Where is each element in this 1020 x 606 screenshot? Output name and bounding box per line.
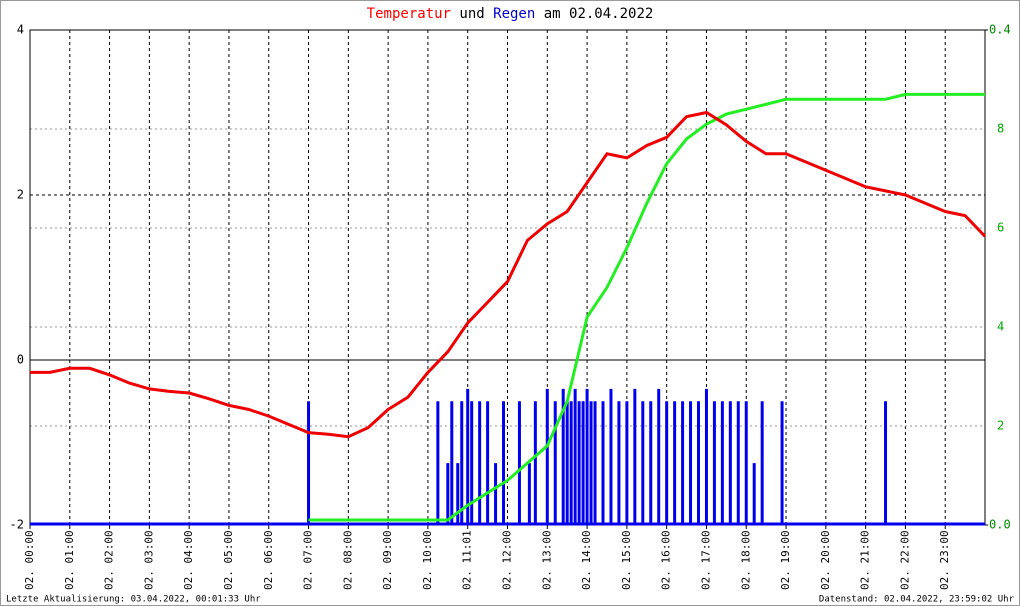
rain-bar	[561, 388, 565, 525]
x-tick-label: 02. 08:00	[341, 530, 354, 590]
rain-bar	[744, 401, 748, 525]
series-line	[30, 110, 987, 439]
rain-bar	[752, 463, 756, 525]
rain-bar	[760, 401, 764, 525]
x-tick-label: 02. 04:00	[182, 530, 195, 590]
rain-bar	[728, 401, 732, 525]
rain-bar	[577, 401, 581, 525]
rain-bar	[585, 388, 589, 525]
x-tick-label: 02. 19:00	[779, 530, 792, 590]
rain-bar	[633, 388, 637, 525]
rain-bar	[593, 401, 597, 525]
y-tick-label: 0	[17, 353, 24, 367]
x-tick-label: 02. 11:01	[461, 530, 474, 590]
rain-bar	[657, 388, 661, 525]
rain-bar	[478, 401, 482, 525]
x-tick-label: 02. 12:00	[501, 530, 514, 590]
rain-bar	[665, 401, 669, 525]
series-line	[308, 92, 985, 522]
x-tick-label: 02. 09:00	[381, 530, 394, 590]
y3-tick-label: 8	[997, 122, 1004, 136]
rain-bar	[436, 401, 440, 525]
footer-left: Letzte Aktualisierung: 03.04.2022, 00:01…	[6, 595, 261, 605]
x-tick-label: 02. 22:00	[898, 530, 911, 590]
title-part: und	[459, 6, 484, 22]
rain-bar	[581, 401, 585, 525]
rain-bar	[486, 401, 490, 525]
rain-bar	[517, 401, 521, 525]
y3-tick-label: 2	[997, 419, 1004, 433]
y-tick-label: -2	[10, 518, 24, 532]
rain-bar	[697, 401, 700, 525]
rain-bar	[460, 401, 464, 525]
rain-bar	[712, 401, 716, 525]
rain-bar	[617, 401, 621, 525]
y-tick-label: 2	[17, 188, 24, 202]
y3-tick-label: 4	[997, 320, 1004, 334]
rain-bar	[569, 401, 573, 525]
rain-bar	[450, 401, 454, 525]
rain-bar	[533, 401, 537, 525]
rain-bar	[641, 401, 645, 525]
title-part: Regen	[493, 6, 535, 22]
rain-bar	[502, 401, 506, 525]
x-tick-label: 02. 07:00	[302, 530, 315, 590]
x-tick-label: 02. 13:00	[540, 530, 553, 590]
rain-bar	[545, 388, 549, 525]
title-part: Temperatur	[367, 6, 451, 22]
rain-bar	[689, 401, 693, 525]
y-tick-label: 4	[17, 23, 24, 37]
rain-bar	[704, 388, 708, 525]
x-tick-label: 02. 02:00	[103, 530, 116, 590]
x-tick-label: 02. 01:00	[63, 530, 76, 590]
rain-bar	[609, 388, 613, 525]
rain-bar	[527, 463, 531, 525]
y2-tick-label: 0.4	[989, 23, 1011, 37]
title-part: am 02.04.2022	[544, 6, 654, 22]
y3-tick-label: 6	[997, 221, 1004, 235]
rain-bar	[720, 401, 724, 525]
y2-tick-label: 0.0	[989, 518, 1011, 532]
x-tick-label: 02. 23:00	[938, 530, 951, 590]
rain-bar	[573, 388, 577, 525]
x-tick-label: 02. 15:00	[620, 530, 633, 590]
x-tick-label: 02. 14:00	[580, 530, 593, 590]
rain-bar	[565, 401, 569, 525]
rain-bar	[494, 463, 498, 525]
rain-bar	[589, 401, 593, 525]
x-tick-label: 02. 05:00	[222, 530, 235, 590]
x-tick-label: 02. 06:00	[262, 530, 275, 590]
x-tick-label: 02. 16:00	[660, 530, 673, 590]
rain-bar	[625, 401, 629, 525]
rain-bar	[780, 401, 784, 525]
x-tick-label: 02. 18:00	[739, 530, 752, 590]
x-tick-label: 02. 17:00	[699, 530, 712, 590]
x-tick-label: 02. 20:00	[819, 530, 832, 590]
x-tick-label: 02. 21:00	[859, 530, 872, 590]
rain-bar	[681, 401, 685, 525]
rain-bar	[307, 401, 311, 525]
rain-bar	[456, 463, 460, 525]
rain-bar	[470, 401, 474, 525]
rain-bar	[736, 401, 740, 525]
x-tick-label: 02. 00:00	[23, 530, 36, 590]
chart-title: Temperatur und Regen am 02.04.2022	[367, 6, 654, 22]
rain-bar	[446, 463, 450, 525]
rain-bar	[649, 401, 653, 525]
footer-right: Datenstand: 02.04.2022, 23:59:02 Uhr	[819, 595, 1015, 605]
rain-bar	[673, 401, 677, 525]
rain-bar	[601, 401, 605, 525]
x-tick-label: 02. 10:00	[421, 530, 434, 590]
rain-bar	[884, 401, 888, 525]
rain-bar	[466, 388, 470, 525]
rain-bar	[553, 401, 557, 525]
x-tick-label: 02. 03:00	[142, 530, 155, 590]
